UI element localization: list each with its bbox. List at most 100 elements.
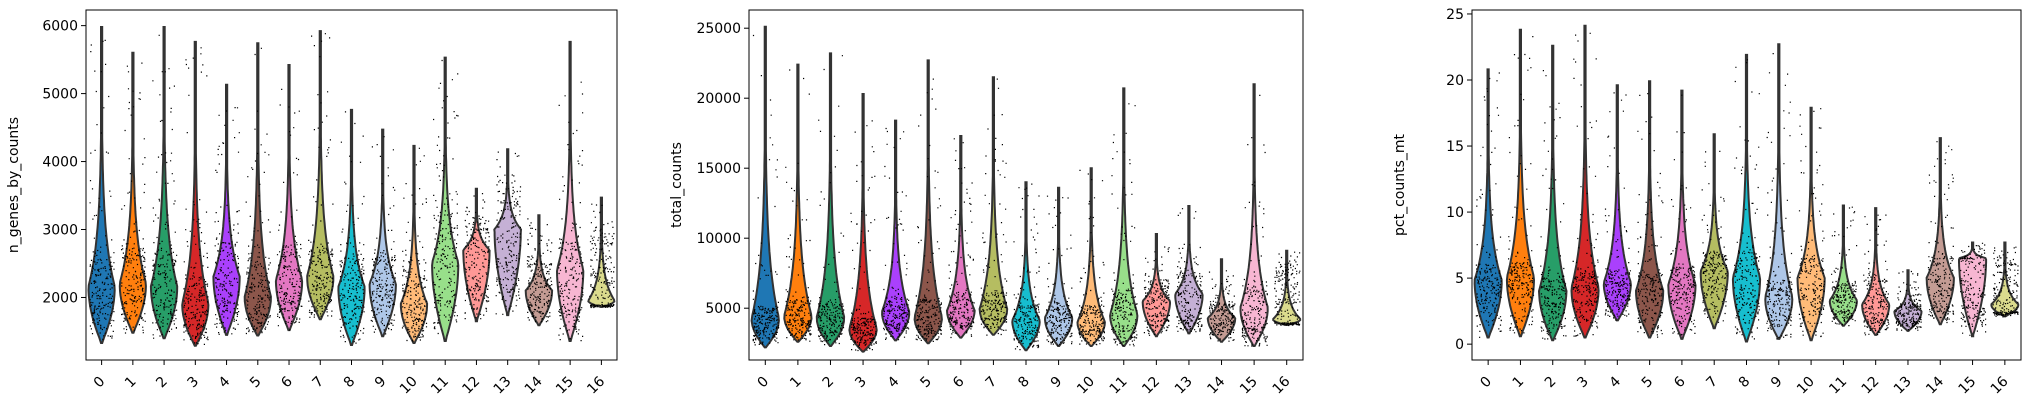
jitter-points-14 <box>526 218 553 323</box>
jitter-points-10 <box>1078 169 1105 346</box>
violin-13 <box>1893 269 1923 332</box>
y-tick-label: 5 <box>1455 271 1464 287</box>
jitter-points-8 <box>1734 59 1761 340</box>
y-tick-label: 25 <box>1446 7 1464 23</box>
x-tick-label: 0 <box>755 374 773 392</box>
violin-7 <box>978 76 1009 336</box>
x-tick-label: 7 <box>1703 374 1721 392</box>
violin-body-0 <box>750 25 780 349</box>
violin-6 <box>1667 89 1697 340</box>
violin-body-3 <box>1570 24 1600 339</box>
x-tick-label: 11 <box>428 374 452 398</box>
x-tick-label: 5 <box>247 374 265 392</box>
jitter-points-16 <box>589 203 615 309</box>
x-tick-label: 13 <box>1891 374 1915 398</box>
violin-body-5 <box>913 59 943 345</box>
y-axis-label: total_counts <box>669 142 685 228</box>
violin-5 <box>243 42 272 337</box>
violin-body-4 <box>881 119 911 342</box>
x-tick-label: 10 <box>1074 374 1098 398</box>
violin-15 <box>1239 83 1269 347</box>
x-tick-label: 15 <box>1955 374 1979 398</box>
y-tick-label: 3000 <box>42 223 78 239</box>
violin-2 <box>815 52 846 347</box>
violin-14 <box>524 214 554 327</box>
y-axis-label: n_genes_by_counts <box>6 117 22 253</box>
violin-body-2 <box>149 26 179 340</box>
x-tick-label: 14 <box>1204 373 1228 397</box>
y-tick-label: 20 <box>1446 73 1464 89</box>
violin-3 <box>848 93 878 353</box>
jitter-points-11 <box>433 59 459 335</box>
jitter-points-14 <box>1927 141 1955 324</box>
violin-body-7 <box>306 30 335 321</box>
violin-body-12 <box>462 187 491 323</box>
violin-body-10 <box>1076 167 1106 347</box>
jitter-points-3 <box>183 47 209 345</box>
jitter-points-8 <box>1013 183 1040 351</box>
violin-body-4 <box>1602 84 1632 322</box>
violin-0 <box>87 26 116 344</box>
jitter-points-5 <box>245 47 271 335</box>
x-tick-label: 3 <box>852 374 870 392</box>
violin-body-2 <box>1537 44 1568 342</box>
violin-16 <box>1990 241 2020 318</box>
violin-15 <box>555 40 585 342</box>
violin-4 <box>212 83 241 336</box>
violin-7 <box>1699 133 1729 330</box>
jitter-points-5 <box>915 78 942 342</box>
violin-12 <box>462 187 491 323</box>
jitter-points-15 <box>1960 242 1987 336</box>
x-tick-label: 0 <box>91 374 109 392</box>
violin-1 <box>118 51 147 334</box>
violin-11 <box>431 56 460 342</box>
x-tick-label: 7 <box>983 374 1001 392</box>
violin-body-11 <box>431 56 460 342</box>
violin-body-9 <box>368 128 397 338</box>
y-tick-label: 10 <box>1446 205 1464 221</box>
x-tick-label: 2 <box>1542 374 1560 392</box>
x-tick-label: 11 <box>1107 374 1131 398</box>
violin-1 <box>783 63 813 343</box>
x-tick-label: 2 <box>153 374 171 392</box>
x-tick-label: 14 <box>1923 373 1947 397</box>
x-tick-label: 14 <box>522 373 546 397</box>
violin-body-1 <box>118 51 147 334</box>
jitter-points-13 <box>495 151 522 315</box>
violin-body-1 <box>1505 28 1536 338</box>
jitter-points-7 <box>980 78 1008 336</box>
violin-body-3 <box>848 93 878 353</box>
violin-12 <box>1141 233 1171 338</box>
violin-body-1 <box>783 63 813 343</box>
violin-body-12 <box>1141 233 1171 338</box>
violin-body-10 <box>1796 106 1826 342</box>
y-tick-label: 5000 <box>42 87 78 103</box>
x-tick-label: 11 <box>1826 374 1850 398</box>
violin-body-6 <box>1667 89 1697 340</box>
x-tick-label: 10 <box>397 374 421 398</box>
y-tick-label: 25000 <box>696 21 741 37</box>
y-tick-label: 20000 <box>696 91 741 107</box>
violin-body-0 <box>87 26 116 344</box>
x-tick-label: 12 <box>1859 374 1883 398</box>
y-tick-label: 0 <box>1455 337 1464 353</box>
violin-7 <box>306 30 335 321</box>
violin-6 <box>945 135 976 339</box>
violin-body-3 <box>181 40 210 347</box>
violin-body-2 <box>815 52 846 347</box>
violin-2 <box>149 26 179 340</box>
y-tick-label: 15000 <box>696 161 741 177</box>
violin-9 <box>1764 43 1794 340</box>
violin-3 <box>1570 24 1600 339</box>
violin-body-11 <box>1828 204 1858 327</box>
violin-13 <box>1174 205 1204 335</box>
x-tick-label: 8 <box>1015 374 1033 392</box>
x-tick-label: 9 <box>1768 374 1786 392</box>
x-tick-label: 1 <box>122 374 140 392</box>
jitter-points-10 <box>401 147 428 342</box>
jitter-points-12 <box>1143 246 1170 336</box>
violin-8 <box>1731 53 1762 343</box>
y-tick-label: 15 <box>1446 139 1464 155</box>
x-tick-label: 16 <box>584 373 608 397</box>
